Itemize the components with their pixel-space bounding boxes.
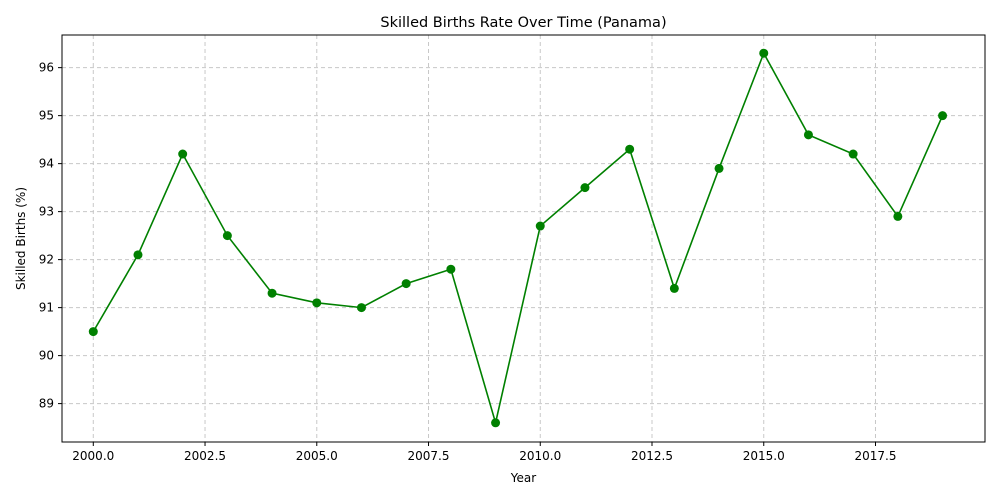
- data-point: [803, 130, 813, 140]
- data-point: [267, 288, 277, 298]
- data-point: [133, 250, 143, 260]
- data-point: [893, 211, 903, 221]
- data-point: [222, 231, 232, 241]
- y-tick-label: 92: [39, 253, 54, 267]
- y-tick-label: 89: [39, 397, 54, 411]
- data-point: [714, 163, 724, 173]
- x-axis-label: Year: [510, 471, 536, 485]
- chart-title: Skilled Births Rate Over Time (Panama): [380, 15, 666, 31]
- data-point: [848, 149, 858, 159]
- data-point: [759, 48, 769, 58]
- x-tick-label: 2012.5: [631, 449, 673, 463]
- data-point: [580, 183, 590, 193]
- y-tick-label: 94: [39, 157, 54, 171]
- data-point: [446, 264, 456, 274]
- x-tick-label: 2000.0: [72, 449, 114, 463]
- series-line: [92, 51, 944, 426]
- data-point: [356, 303, 366, 313]
- data-point: [88, 327, 98, 337]
- x-tick-label: 2017.5: [854, 449, 896, 463]
- data-point: [669, 283, 679, 293]
- x-tick-label: 2015.0: [743, 449, 785, 463]
- x-tick-label: 2002.5: [184, 449, 226, 463]
- y-tick-label: 93: [39, 205, 54, 219]
- y-axis-label: Skilled Births (%): [14, 187, 28, 290]
- data-point: [625, 144, 635, 154]
- y-tick-label: 95: [39, 109, 54, 123]
- data-point: [401, 279, 411, 289]
- y-tick-label: 96: [39, 61, 54, 75]
- data-point: [312, 298, 322, 308]
- data-point: [535, 221, 545, 231]
- plot-area: [61, 34, 986, 443]
- x-tick-label: 2010.0: [519, 449, 561, 463]
- x-axis: 2000.0 2002.5 2005.0 2007.5 2010.0 2012.5 2015…: [72, 442, 896, 463]
- y-axis: 89 90 91 92 93 94 95 96: [39, 61, 62, 411]
- x-tick-label: 2007.5: [408, 449, 450, 463]
- grid: [62, 35, 985, 442]
- data-point: [491, 418, 501, 428]
- data-point: [938, 111, 948, 121]
- y-tick-label: 90: [39, 349, 54, 363]
- data-point: [178, 149, 188, 159]
- y-tick-label: 91: [39, 301, 54, 315]
- series: [88, 48, 948, 428]
- x-tick-label: 2005.0: [296, 449, 338, 463]
